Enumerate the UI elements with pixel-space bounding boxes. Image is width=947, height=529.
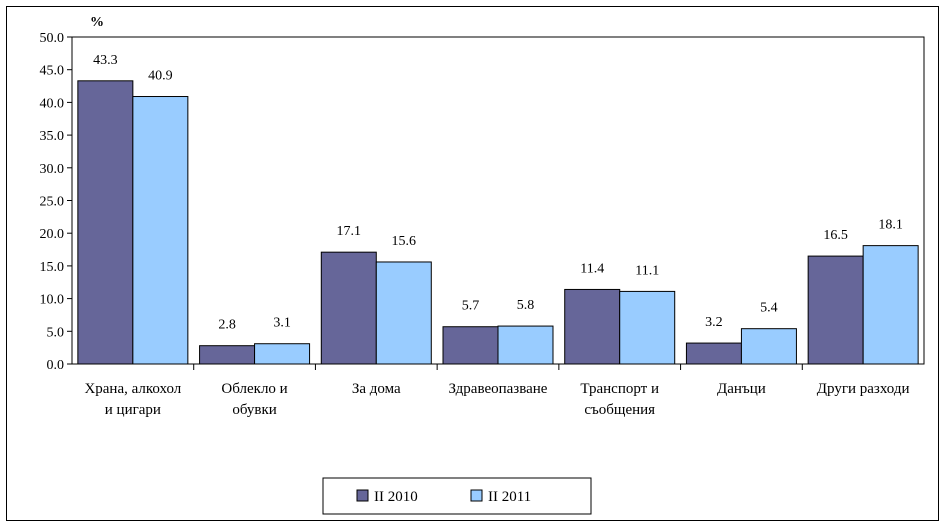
x-category-label: Други разходи: [817, 381, 910, 397]
data-label: 17.1: [337, 224, 362, 239]
bar: [685, 342, 742, 365]
y-tick-label: 35.0: [40, 129, 65, 144]
bars: [77, 80, 919, 365]
y-tick-label: 0.0: [47, 358, 65, 373]
bar: [320, 251, 377, 365]
bar: [497, 325, 554, 365]
y-tick-label: 25.0: [40, 195, 65, 210]
bar: [199, 345, 256, 365]
y-tick-label: 50.0: [40, 31, 65, 46]
data-label: 15.6: [392, 234, 417, 249]
bar: [375, 261, 432, 365]
bar: [619, 290, 676, 365]
data-label: 3.2: [705, 315, 723, 330]
data-label: 16.5: [823, 228, 848, 243]
legend: II 2010 II 2011: [322, 477, 592, 515]
bar: [807, 255, 864, 365]
bar: [564, 288, 621, 365]
y-tick-label: 45.0: [40, 64, 65, 79]
plot-area: [71, 36, 925, 365]
data-label: 5.7: [462, 299, 480, 314]
data-label: 5.8: [517, 298, 535, 313]
x-category-label: Транспорт и съобщения: [580, 381, 659, 418]
y-tick-label: 15.0: [40, 260, 65, 275]
x-category-label: Здравеопазване: [449, 381, 548, 397]
y-unit-label: %: [90, 15, 104, 30]
bar: [740, 328, 797, 365]
x-category-label: Облекло и обувки: [221, 381, 287, 418]
y-axis: 0.0 5.0 10.0 15.0 20.0 25.0 30.0 35.0 40.0 45.0 50…: [40, 31, 72, 373]
data-label: 3.1: [273, 316, 291, 331]
data-label: 2.8: [218, 318, 236, 333]
legend-label: II 2011: [488, 489, 531, 505]
bar: [254, 343, 311, 365]
y-tick-label: 40.0: [40, 96, 65, 111]
x-category-label: Храна, алкохол и цигари: [84, 381, 181, 418]
data-label: 40.9: [148, 69, 173, 84]
bar: [132, 96, 189, 365]
bar: [862, 245, 919, 365]
legend-swatch: [356, 489, 369, 502]
data-label: 18.1: [878, 218, 903, 233]
data-labels: 43.3 40.9 2.8 3.1 17.1 15.6 5.7 5.8 11.4 11.1 3.2 5…: [93, 53, 903, 333]
x-category-label: За дома: [352, 381, 401, 397]
y-tick-label: 30.0: [40, 162, 65, 177]
data-label: 5.4: [760, 301, 778, 316]
legend-swatch: [470, 489, 483, 502]
bar: [442, 326, 499, 365]
data-label: 43.3: [93, 53, 118, 68]
y-tick-label: 20.0: [40, 227, 65, 242]
y-tick-label: 10.0: [40, 293, 65, 308]
x-category-label: Данъци: [717, 381, 766, 397]
x-axis: Храна, алкохол и цигари Облекло и обувки За …: [84, 364, 909, 418]
legend-label: II 2010: [374, 489, 418, 505]
data-label: 11.1: [635, 263, 659, 278]
legend-box: [322, 477, 592, 515]
data-label: 11.4: [580, 261, 604, 276]
y-tick-label: 5.0: [47, 325, 65, 340]
bar: [77, 80, 134, 365]
